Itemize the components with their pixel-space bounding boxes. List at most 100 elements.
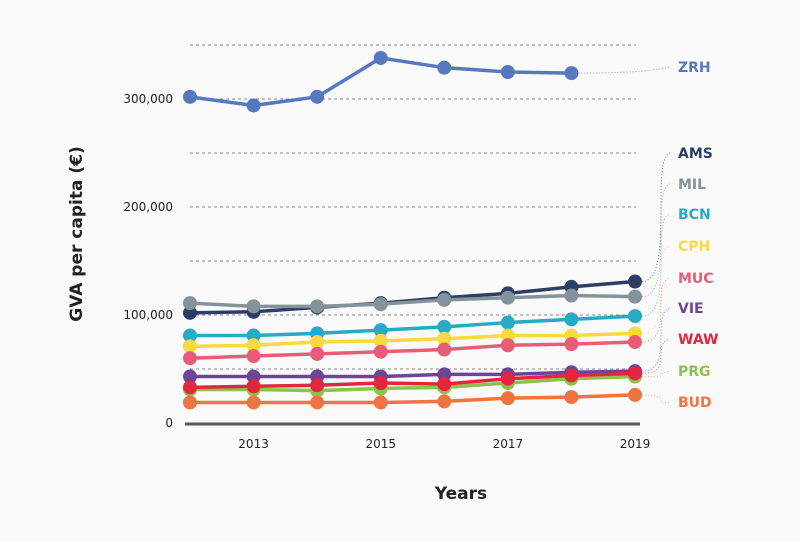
series-label-mil: MIL bbox=[678, 177, 706, 193]
leader-line bbox=[641, 183, 671, 298]
data-point[interactable] bbox=[246, 379, 261, 394]
data-point[interactable] bbox=[373, 395, 388, 410]
data-point[interactable] bbox=[246, 328, 261, 343]
data-point[interactable] bbox=[373, 333, 388, 348]
series-label-prg: PRG bbox=[678, 364, 711, 380]
data-point[interactable] bbox=[310, 346, 325, 361]
series-line bbox=[189, 340, 636, 360]
series-line bbox=[189, 293, 636, 309]
series-line bbox=[189, 56, 572, 108]
data-point[interactable] bbox=[183, 305, 197, 320]
series-zrh bbox=[183, 50, 579, 113]
data-point[interactable] bbox=[183, 339, 197, 354]
y-tick-label: 100,000 bbox=[123, 308, 173, 322]
data-point[interactable] bbox=[373, 297, 388, 312]
series-waw bbox=[183, 366, 642, 395]
data-point[interactable] bbox=[500, 315, 515, 330]
series-labels: ZRH AMS MIL BCN CPH MUC VIE PRG WAW BUD bbox=[678, 60, 718, 411]
data-point[interactable] bbox=[628, 335, 642, 349]
series-mil bbox=[183, 288, 642, 314]
data-point[interactable] bbox=[500, 290, 515, 305]
data-point[interactable] bbox=[437, 377, 452, 392]
data-point[interactable] bbox=[310, 335, 325, 349]
data-point[interactable] bbox=[183, 296, 197, 311]
data-point[interactable] bbox=[500, 338, 515, 353]
x-tick-label: 2013 bbox=[238, 437, 269, 451]
data-point[interactable] bbox=[500, 371, 515, 386]
data-point[interactable] bbox=[437, 331, 452, 346]
data-point[interactable] bbox=[437, 319, 452, 334]
series-muc bbox=[183, 335, 642, 366]
series-line bbox=[190, 393, 636, 405]
series-line bbox=[189, 371, 636, 390]
data-point[interactable] bbox=[437, 342, 452, 357]
series-label-waw: WAW bbox=[678, 332, 718, 348]
data-point[interactable] bbox=[564, 337, 579, 352]
series-label-muc: MUC bbox=[678, 271, 714, 287]
x-tick-label: 2019 bbox=[620, 437, 651, 451]
x-axis-title: Years bbox=[434, 484, 487, 504]
data-point[interactable] bbox=[373, 376, 388, 391]
data-point[interactable] bbox=[500, 65, 515, 79]
x-tick-label: 2017 bbox=[493, 437, 524, 451]
series-label-ams: AMS bbox=[678, 146, 713, 162]
data-point[interactable] bbox=[628, 309, 642, 324]
data-point[interactable] bbox=[373, 50, 388, 65]
y-tick-label: 300,000 bbox=[123, 92, 173, 106]
data-point[interactable] bbox=[246, 395, 261, 410]
data-point[interactable] bbox=[437, 60, 452, 75]
data-point[interactable] bbox=[183, 328, 197, 343]
gridlines bbox=[190, 44, 636, 370]
data-point[interactable] bbox=[310, 378, 325, 393]
leader-line bbox=[641, 307, 671, 372]
data-point[interactable] bbox=[628, 366, 642, 381]
data-point[interactable] bbox=[183, 369, 197, 384]
data-point[interactable] bbox=[246, 98, 261, 113]
data-point[interactable] bbox=[437, 292, 452, 307]
data-point[interactable] bbox=[246, 349, 261, 364]
y-tick-label: 0 bbox=[165, 416, 173, 430]
data-point[interactable] bbox=[373, 323, 388, 338]
data-point[interactable] bbox=[183, 89, 197, 104]
series-line bbox=[190, 369, 636, 379]
data-point[interactable] bbox=[500, 391, 515, 406]
data-point[interactable] bbox=[628, 387, 642, 402]
leader-line bbox=[641, 394, 671, 404]
data-point[interactable] bbox=[564, 368, 579, 383]
data-point[interactable] bbox=[564, 66, 579, 81]
y-axis-ticks: 0 100,000 200,000 300,000 bbox=[123, 92, 173, 430]
data-point[interactable] bbox=[373, 344, 388, 359]
data-point[interactable] bbox=[246, 299, 261, 314]
data-point[interactable] bbox=[246, 338, 261, 353]
data-point[interactable] bbox=[310, 299, 325, 314]
series-label-cph: CPH bbox=[678, 239, 710, 255]
data-point[interactable] bbox=[183, 351, 197, 366]
data-point[interactable] bbox=[564, 288, 579, 303]
data-point[interactable] bbox=[564, 390, 579, 405]
data-point[interactable] bbox=[437, 367, 452, 382]
leader-line bbox=[641, 213, 671, 317]
data-point[interactable] bbox=[183, 395, 197, 410]
series-label-bcn: BCN bbox=[678, 207, 711, 223]
data-point[interactable] bbox=[183, 380, 197, 395]
series-group bbox=[183, 50, 642, 410]
label-leader-lines bbox=[578, 66, 671, 404]
data-point[interactable] bbox=[564, 312, 579, 327]
leader-line bbox=[641, 370, 671, 378]
x-axis-ticks: 2013 2015 2017 2019 bbox=[238, 437, 650, 451]
data-point[interactable] bbox=[310, 89, 325, 104]
data-point[interactable] bbox=[628, 274, 642, 289]
series-bud bbox=[183, 387, 642, 410]
series-line bbox=[190, 314, 636, 338]
data-point[interactable] bbox=[246, 369, 261, 384]
y-axis-title: GVA per capita (€) bbox=[67, 146, 87, 321]
leader-line bbox=[641, 338, 671, 374]
data-point[interactable] bbox=[628, 289, 642, 304]
series-line bbox=[190, 374, 636, 393]
data-point[interactable] bbox=[437, 394, 452, 409]
data-point[interactable] bbox=[500, 328, 515, 343]
data-point[interactable] bbox=[310, 395, 325, 410]
series-label-zrh: ZRH bbox=[678, 60, 711, 76]
series-line bbox=[189, 331, 636, 349]
